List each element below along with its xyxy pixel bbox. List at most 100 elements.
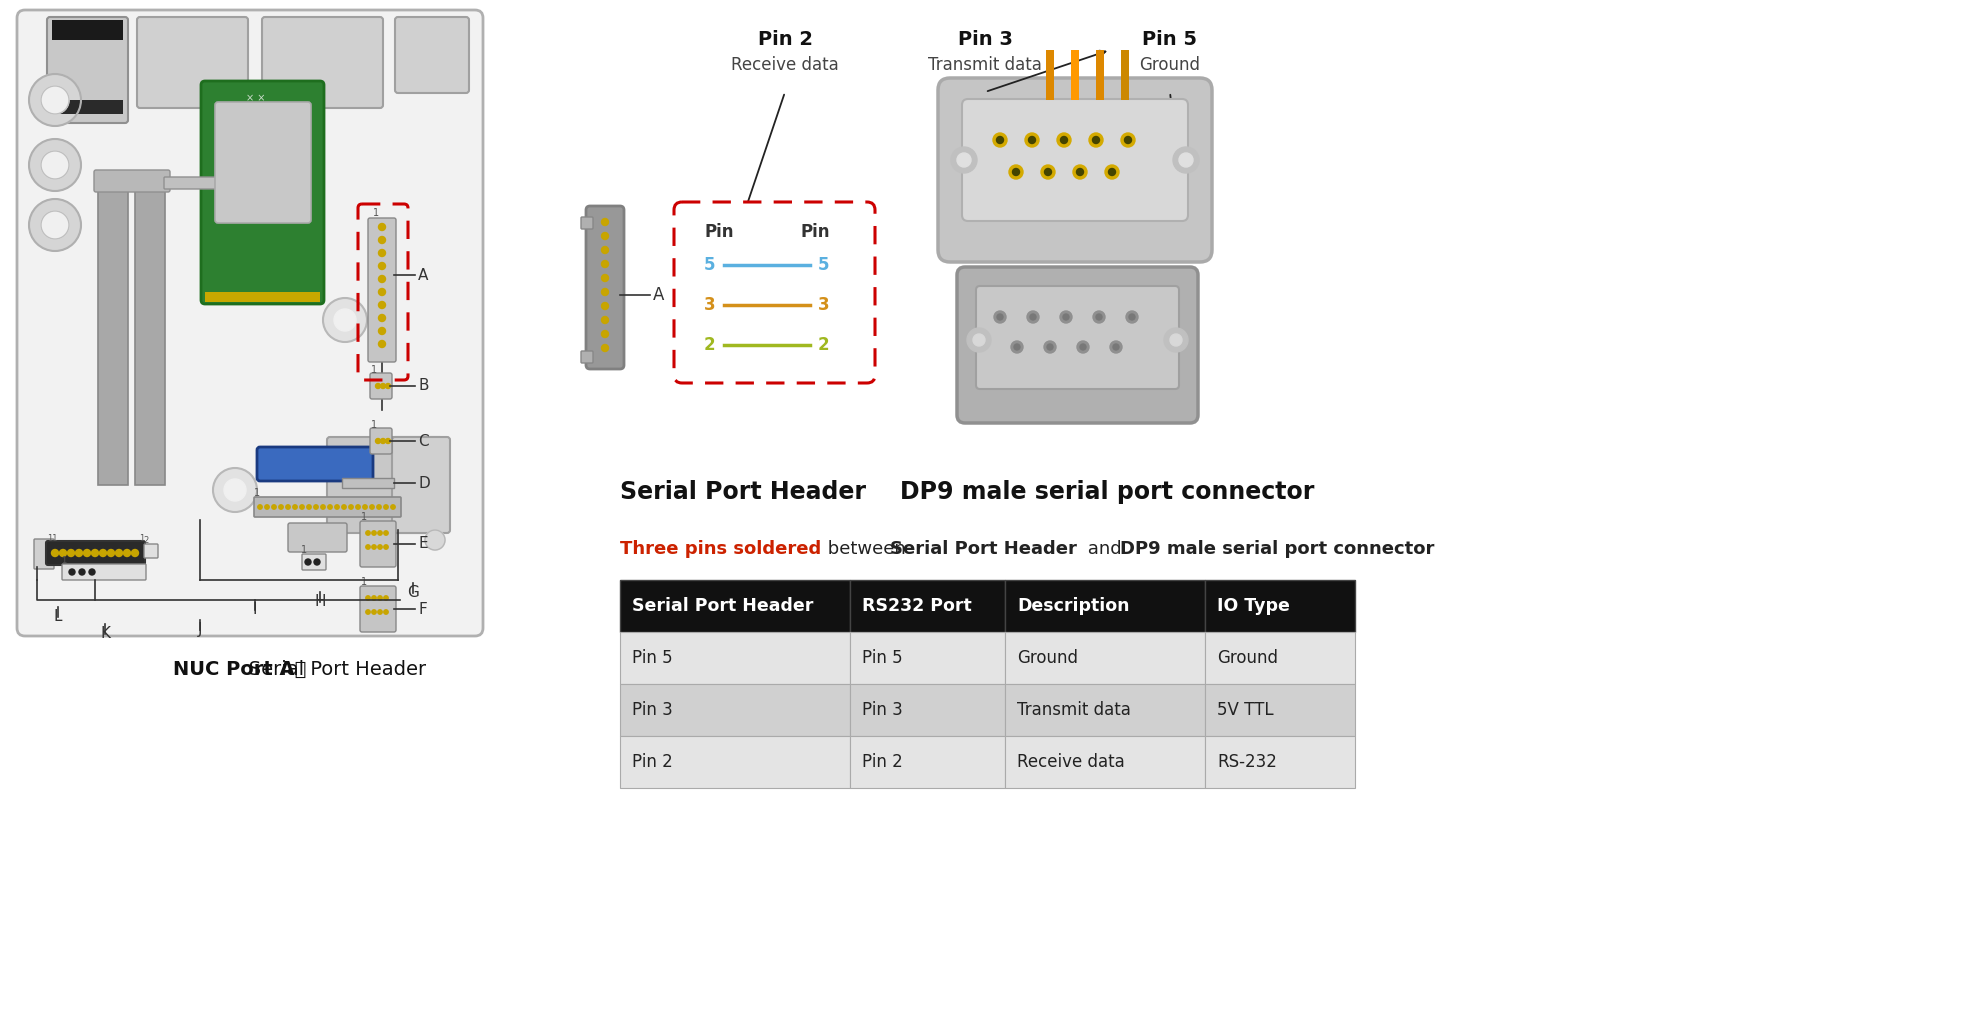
Text: Pin 5: Pin 5: [862, 649, 903, 667]
Circle shape: [83, 550, 91, 556]
Text: Transmit data: Transmit data: [929, 56, 1041, 74]
Text: K: K: [101, 626, 110, 641]
Circle shape: [365, 610, 371, 614]
Circle shape: [390, 505, 394, 509]
FancyBboxPatch shape: [134, 175, 166, 485]
Circle shape: [601, 260, 609, 267]
Circle shape: [225, 479, 246, 501]
Text: Pin 5: Pin 5: [631, 649, 672, 667]
Text: 1: 1: [371, 365, 377, 375]
FancyBboxPatch shape: [1006, 736, 1205, 788]
Circle shape: [381, 438, 385, 443]
Text: Pin 5: Pin 5: [1142, 30, 1197, 49]
Circle shape: [1179, 153, 1193, 167]
Circle shape: [377, 505, 381, 509]
FancyBboxPatch shape: [51, 100, 122, 114]
Circle shape: [379, 596, 383, 600]
Text: A: A: [653, 286, 665, 304]
Circle shape: [1092, 311, 1104, 323]
Circle shape: [30, 199, 81, 251]
Circle shape: [278, 505, 284, 509]
FancyBboxPatch shape: [1205, 580, 1355, 632]
Circle shape: [385, 545, 388, 549]
Circle shape: [379, 275, 385, 283]
FancyBboxPatch shape: [1205, 736, 1355, 788]
Circle shape: [335, 505, 339, 509]
Circle shape: [1057, 133, 1071, 147]
FancyBboxPatch shape: [619, 684, 850, 736]
Circle shape: [1126, 311, 1138, 323]
Circle shape: [132, 550, 138, 556]
Circle shape: [994, 133, 1008, 147]
Circle shape: [1124, 136, 1132, 143]
FancyBboxPatch shape: [302, 554, 325, 570]
Circle shape: [1096, 314, 1102, 319]
Circle shape: [373, 596, 377, 600]
FancyBboxPatch shape: [369, 218, 396, 362]
Text: Pin 2: Pin 2: [862, 753, 903, 771]
Circle shape: [1014, 344, 1020, 350]
Circle shape: [116, 550, 122, 556]
Circle shape: [1073, 165, 1087, 179]
Circle shape: [306, 559, 312, 565]
Text: Ground: Ground: [1217, 649, 1278, 667]
Text: Receive data: Receive data: [1018, 753, 1124, 771]
Circle shape: [381, 384, 385, 388]
FancyBboxPatch shape: [850, 632, 1006, 684]
Text: 11: 11: [47, 534, 57, 543]
Circle shape: [998, 314, 1004, 319]
FancyBboxPatch shape: [850, 736, 1006, 788]
Text: 2: 2: [144, 536, 148, 545]
FancyBboxPatch shape: [586, 206, 623, 369]
Circle shape: [601, 344, 609, 351]
Circle shape: [91, 550, 99, 556]
Circle shape: [601, 316, 609, 324]
Circle shape: [385, 384, 390, 388]
FancyBboxPatch shape: [392, 437, 450, 534]
FancyBboxPatch shape: [95, 170, 170, 193]
Circle shape: [41, 211, 69, 239]
Text: Pin: Pin: [704, 223, 734, 241]
Circle shape: [213, 468, 256, 512]
Circle shape: [1077, 169, 1083, 175]
Circle shape: [375, 384, 381, 388]
FancyBboxPatch shape: [582, 351, 594, 362]
Circle shape: [1045, 169, 1051, 175]
Text: 2: 2: [704, 336, 716, 354]
Circle shape: [1029, 314, 1035, 319]
Circle shape: [30, 74, 81, 126]
Circle shape: [365, 596, 371, 600]
FancyBboxPatch shape: [1006, 580, 1205, 632]
Circle shape: [373, 610, 377, 614]
Circle shape: [379, 545, 383, 549]
Circle shape: [1012, 169, 1020, 175]
Text: Ground: Ground: [1140, 56, 1201, 74]
Circle shape: [375, 438, 381, 443]
Circle shape: [371, 505, 375, 509]
Text: Pin 2: Pin 2: [631, 753, 672, 771]
FancyBboxPatch shape: [47, 17, 128, 123]
Circle shape: [379, 250, 385, 256]
Circle shape: [1010, 165, 1023, 179]
FancyBboxPatch shape: [288, 523, 347, 552]
Circle shape: [956, 153, 970, 167]
FancyBboxPatch shape: [1205, 632, 1355, 684]
Text: L: L: [53, 609, 63, 624]
Circle shape: [1169, 334, 1181, 346]
Circle shape: [1027, 311, 1039, 323]
Circle shape: [601, 232, 609, 240]
Circle shape: [601, 302, 609, 309]
Circle shape: [365, 545, 371, 549]
Circle shape: [1025, 133, 1039, 147]
Circle shape: [379, 289, 385, 296]
Circle shape: [379, 314, 385, 322]
Circle shape: [349, 505, 353, 509]
Circle shape: [314, 505, 317, 509]
Circle shape: [379, 328, 385, 335]
Circle shape: [258, 505, 262, 509]
Circle shape: [379, 301, 385, 308]
Text: 1: 1: [373, 208, 379, 218]
FancyBboxPatch shape: [361, 521, 396, 567]
Circle shape: [1077, 341, 1089, 353]
Circle shape: [379, 262, 385, 269]
